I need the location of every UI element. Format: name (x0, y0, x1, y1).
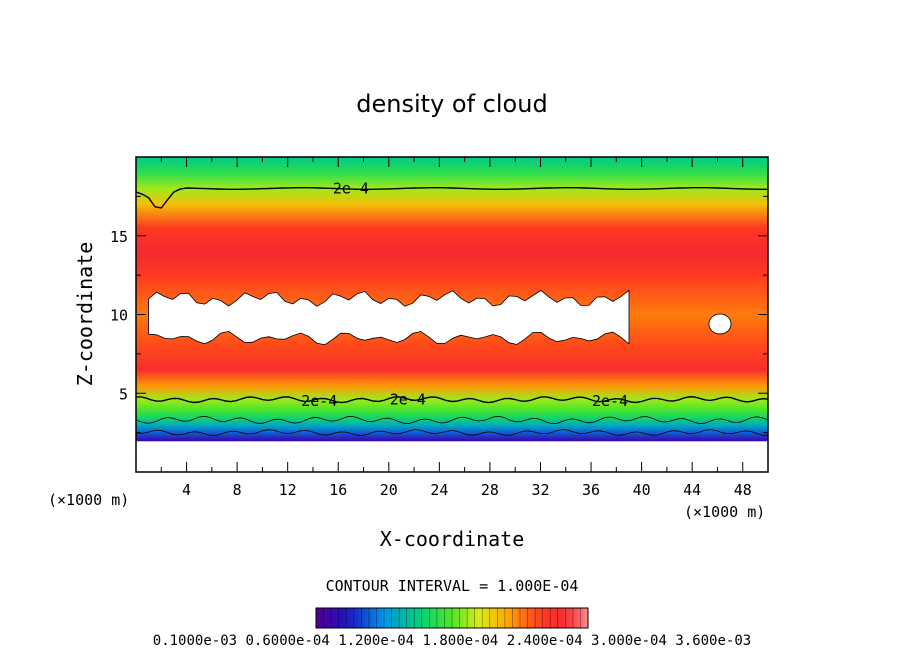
x-tick-label: 32 (531, 481, 549, 499)
plot-area: 2e-4 2e-4 2e-4 2e-4 (135, 156, 769, 473)
y-tick-label: 10 (110, 307, 128, 325)
y-axis-label: Z-coordinate (73, 242, 97, 387)
contour-label: 2e-4 (301, 392, 337, 410)
contour-label: 2e-4 (333, 180, 369, 198)
contour-2e-4-upper (135, 187, 768, 209)
x-tick-label: 4 (182, 481, 191, 499)
x-tick-label: 44 (683, 481, 701, 499)
colorbar: 0.1000e-03 0.6000e-04 1.200e-04 1.800e-0… (153, 607, 751, 649)
x-tick-label: 20 (380, 481, 398, 499)
x-tick-label: 12 (279, 481, 297, 499)
y-tick-label: 5 (119, 385, 128, 403)
colorbar-labels: 0.1000e-03 0.6000e-04 1.200e-04 1.800e-0… (153, 633, 751, 649)
below-cloud-region (136, 441, 768, 472)
contour-labels: 2e-4 2e-4 2e-4 2e-4 (301, 180, 628, 411)
x-tick-label: 40 (633, 481, 651, 499)
chart-title: density of cloud (356, 90, 547, 118)
x-tick-label: 8 (233, 481, 242, 499)
contour-label: 2e-4 (390, 391, 426, 409)
x-tick-label: 16 (329, 481, 347, 499)
white-cloud-patch (708, 313, 732, 335)
contour-lines (135, 187, 769, 436)
y-tick-label: 15 (110, 228, 128, 246)
x-axis-ticks: 4 8 12 16 20 24 28 32 36 40 44 48 (160, 157, 752, 499)
contour-interval-text: CONTOUR INTERVAL = 1.000E-04 (326, 577, 579, 595)
x-unit-left: (×1000 m) (48, 491, 129, 509)
x-tick-label: 28 (481, 481, 499, 499)
contour-2e-4-lower (136, 396, 769, 404)
contour-1e-4 (135, 415, 769, 425)
contour-low (135, 429, 769, 436)
x-axis-label: X-coordinate (380, 527, 525, 551)
white-cloud-core (148, 289, 630, 346)
contour-label: 2e-4 (592, 392, 628, 410)
x-tick-label: 48 (734, 481, 752, 499)
white-cloud-region (148, 289, 732, 346)
colorbar-ticks (315, 608, 589, 628)
x-tick-label: 24 (430, 481, 448, 499)
x-unit-right: (×1000 m) (684, 503, 765, 521)
x-tick-label: 36 (582, 481, 600, 499)
y-axis-ticks: 5 10 15 (110, 195, 768, 434)
